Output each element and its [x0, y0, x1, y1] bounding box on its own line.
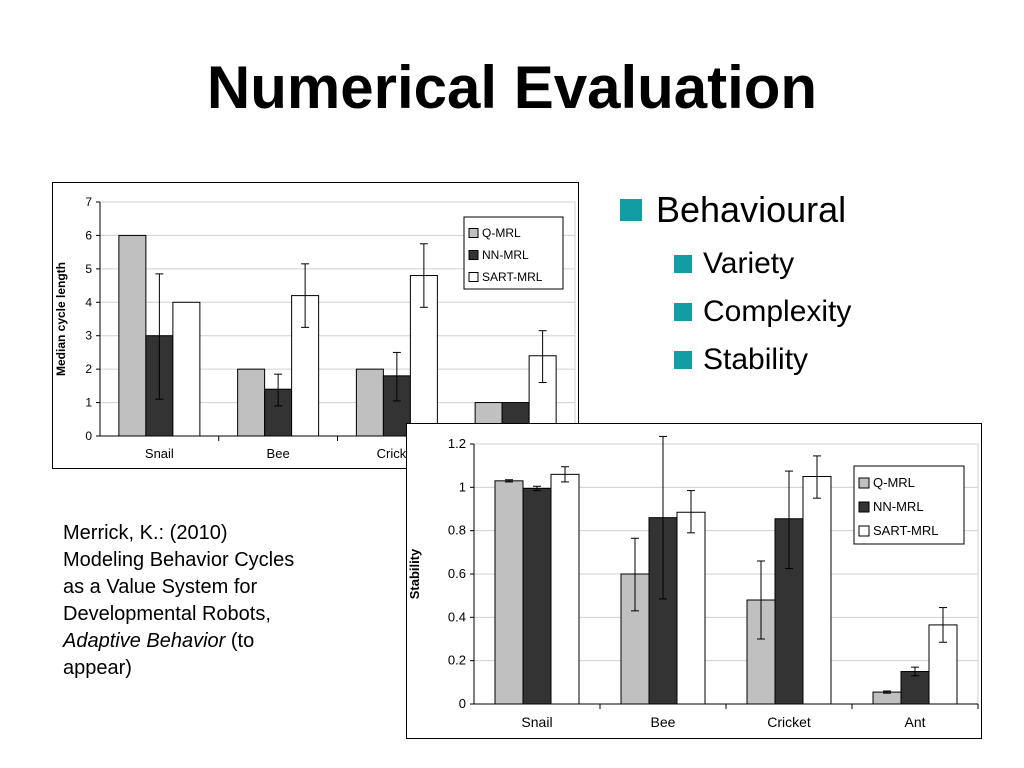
y-tick-label: 0.8	[448, 523, 466, 538]
bullet-behavioural: Behavioural	[620, 188, 851, 232]
y-tick-label: 1	[85, 396, 92, 410]
bar-q-mrl	[494, 480, 524, 705]
legend-swatch	[468, 228, 479, 238]
citation-line: Merrick, K.: (2010)	[63, 522, 228, 544]
bar-q-mrl	[237, 368, 266, 437]
x-tick-label: Snail	[521, 714, 552, 730]
legend-label: SART-MRL	[482, 270, 543, 284]
legend-swatch	[468, 272, 479, 282]
stability-chart-svg: 0 0.2 0.4 0.6 0.8 1 1.2 Stability Snail Bee Cricke…	[407, 435, 979, 730]
citation-suffix: (to	[225, 630, 255, 652]
y-tick-label: 0	[85, 429, 92, 443]
x-tick-label: Snail	[145, 446, 174, 461]
bar-sart-mrl	[550, 473, 580, 705]
y-tick-label: 7	[85, 195, 92, 209]
stability-chart: 0 0.2 0.4 0.6 0.8 1 1.2 Stability Snail Bee Cricke…	[406, 423, 982, 739]
citation-line: Developmental Robots,	[63, 603, 271, 625]
y-tick-label: 0.4	[448, 609, 466, 624]
legend-label: SART-MRL	[873, 523, 939, 538]
y-tick-label: 5	[85, 262, 92, 276]
y-tick-label: 4	[85, 295, 92, 309]
bar-sart-mrl	[172, 301, 201, 437]
y-tick-label: 2	[85, 362, 92, 376]
bar-nn-mrl	[522, 487, 552, 705]
y-tick-label: 0	[459, 696, 466, 711]
bar-sart-mrl	[802, 476, 832, 705]
bar-q-mrl	[872, 691, 902, 705]
x-tick-label: Cricket	[767, 714, 811, 730]
citation: Merrick, K.: (2010) Modeling Behavior Cy…	[63, 520, 363, 682]
legend	[853, 465, 965, 545]
slide-title: Numerical Evaluation	[206, 54, 818, 121]
bullet-square-icon	[620, 199, 642, 221]
legend-swatch	[858, 477, 870, 489]
bullet-variety: Variety	[674, 240, 851, 288]
legend	[463, 216, 564, 290]
y-tick-label: 3	[85, 329, 92, 343]
median-cycle-length-chart: 0 1 2 3 4 5 6 7 Median cycle length Snail Bee Crick…	[52, 182, 579, 469]
bullet-label: Stability	[703, 343, 809, 376]
legend-swatch	[468, 250, 479, 260]
bullet-square-icon	[674, 255, 692, 273]
bar-q-mrl	[118, 234, 147, 437]
y-tick-label: 1.2	[448, 436, 466, 451]
bullet-label: Variety	[703, 247, 795, 280]
y-tick-label: 0.2	[448, 653, 466, 668]
bullet-complexity: Complexity	[674, 288, 851, 336]
bar-q-mrl	[355, 368, 384, 437]
citation-line: Adaptive Behavior (to	[63, 628, 363, 655]
bullet-square-icon	[674, 351, 692, 369]
x-tick-label: Ant	[904, 714, 925, 730]
legend-swatch	[858, 501, 870, 513]
citation-line: appear)	[63, 657, 132, 679]
bullet-label: Complexity	[703, 295, 852, 328]
bullet-stability: Stability	[674, 336, 851, 384]
bar-sart-mrl	[676, 511, 706, 705]
citation-line: as a Value System for	[63, 576, 258, 598]
y-tick-label: 6	[85, 228, 92, 242]
y-axis-label: Median cycle length	[54, 262, 68, 376]
x-tick-label: Bee	[267, 446, 290, 461]
legend-label: NN-MRL	[482, 248, 529, 262]
legend-label: Q-MRL	[873, 475, 915, 490]
y-tick-label: 0.6	[448, 566, 466, 581]
y-axis-label: Stability	[407, 548, 422, 599]
bullet-square-icon	[674, 303, 692, 321]
bar-nn-mrl	[900, 671, 930, 705]
legend-label: Q-MRL	[482, 226, 521, 240]
y-tick-label: 1	[459, 479, 466, 494]
bullet-label: Behavioural	[656, 189, 847, 230]
legend-swatch	[858, 525, 870, 537]
citation-line: Modeling Behavior Cycles	[63, 549, 295, 571]
citation-journal: Adaptive Behavior	[63, 630, 226, 652]
bullet-list: Behavioural Variety Complexity Stability	[620, 188, 851, 384]
legend-label: NN-MRL	[873, 499, 924, 514]
x-tick-label: Bee	[651, 714, 676, 730]
